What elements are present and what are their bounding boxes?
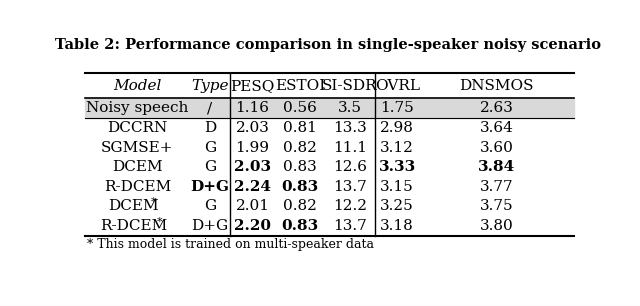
Text: *: *: [150, 197, 156, 207]
Text: 3.84: 3.84: [478, 160, 515, 174]
Text: 0.82: 0.82: [283, 200, 317, 213]
Text: Table 2: Performance comparison in single-speaker noisy scenario: Table 2: Performance comparison in singl…: [55, 38, 601, 52]
Text: Model: Model: [113, 79, 162, 93]
Text: 3.60: 3.60: [479, 140, 513, 155]
Text: G: G: [204, 160, 216, 174]
Text: 1.99: 1.99: [236, 140, 269, 155]
Text: 0.83: 0.83: [282, 180, 319, 194]
Text: 3.80: 3.80: [480, 219, 513, 233]
Text: D+G: D+G: [191, 180, 230, 194]
Text: 2.01: 2.01: [236, 200, 269, 213]
Text: 3.5: 3.5: [338, 101, 362, 115]
Text: ESTOI: ESTOI: [275, 79, 325, 93]
Text: 3.12: 3.12: [380, 140, 414, 155]
Text: SGMSE+: SGMSE+: [101, 140, 173, 155]
Text: DCCRN: DCCRN: [108, 121, 168, 135]
Text: SI-SDR: SI-SDR: [322, 79, 378, 93]
Text: DCEM: DCEM: [112, 160, 163, 174]
Text: G: G: [204, 140, 216, 155]
Text: 2.03: 2.03: [234, 160, 271, 174]
Text: 2.24: 2.24: [234, 180, 271, 194]
Text: 3.77: 3.77: [480, 180, 513, 194]
Text: 3.75: 3.75: [480, 200, 513, 213]
Text: 1.16: 1.16: [236, 101, 269, 115]
Text: 11.1: 11.1: [333, 140, 367, 155]
Text: 0.81: 0.81: [283, 121, 317, 135]
Text: 2.98: 2.98: [380, 121, 414, 135]
Text: 0.82: 0.82: [283, 140, 317, 155]
Text: D: D: [204, 121, 216, 135]
Text: 12.2: 12.2: [333, 200, 367, 213]
Text: 3.33: 3.33: [378, 160, 416, 174]
Text: 3.25: 3.25: [380, 200, 414, 213]
Text: 3.15: 3.15: [380, 180, 414, 194]
Text: D+G: D+G: [191, 219, 228, 233]
Text: PESQ: PESQ: [230, 79, 275, 93]
Text: Type: Type: [191, 79, 228, 93]
Text: R-DCEM: R-DCEM: [104, 180, 171, 194]
Text: Noisy speech: Noisy speech: [86, 101, 189, 115]
Text: 12.6: 12.6: [333, 160, 367, 174]
Text: 1.75: 1.75: [380, 101, 414, 115]
Text: DNSMOS: DNSMOS: [460, 79, 534, 93]
Text: 0.83: 0.83: [283, 160, 317, 174]
Text: *: *: [156, 217, 162, 227]
Text: 0.56: 0.56: [283, 101, 317, 115]
Text: OVRL: OVRL: [374, 79, 420, 93]
Text: DCEM: DCEM: [108, 200, 159, 213]
Text: 13.7: 13.7: [333, 219, 367, 233]
Text: G: G: [204, 200, 216, 213]
Text: 2.63: 2.63: [479, 101, 513, 115]
Text: 2.20: 2.20: [234, 219, 271, 233]
Text: R-DCEM: R-DCEM: [100, 219, 167, 233]
Bar: [85, 99, 573, 118]
Text: 13.7: 13.7: [333, 180, 367, 194]
Text: 13.3: 13.3: [333, 121, 367, 135]
Text: /: /: [207, 101, 212, 115]
Text: 3.18: 3.18: [380, 219, 414, 233]
Text: 2.03: 2.03: [236, 121, 269, 135]
Text: 3.64: 3.64: [479, 121, 513, 135]
Text: 0.83: 0.83: [282, 219, 319, 233]
Text: * This model is trained on multi-speaker data: * This model is trained on multi-speaker…: [88, 238, 374, 251]
